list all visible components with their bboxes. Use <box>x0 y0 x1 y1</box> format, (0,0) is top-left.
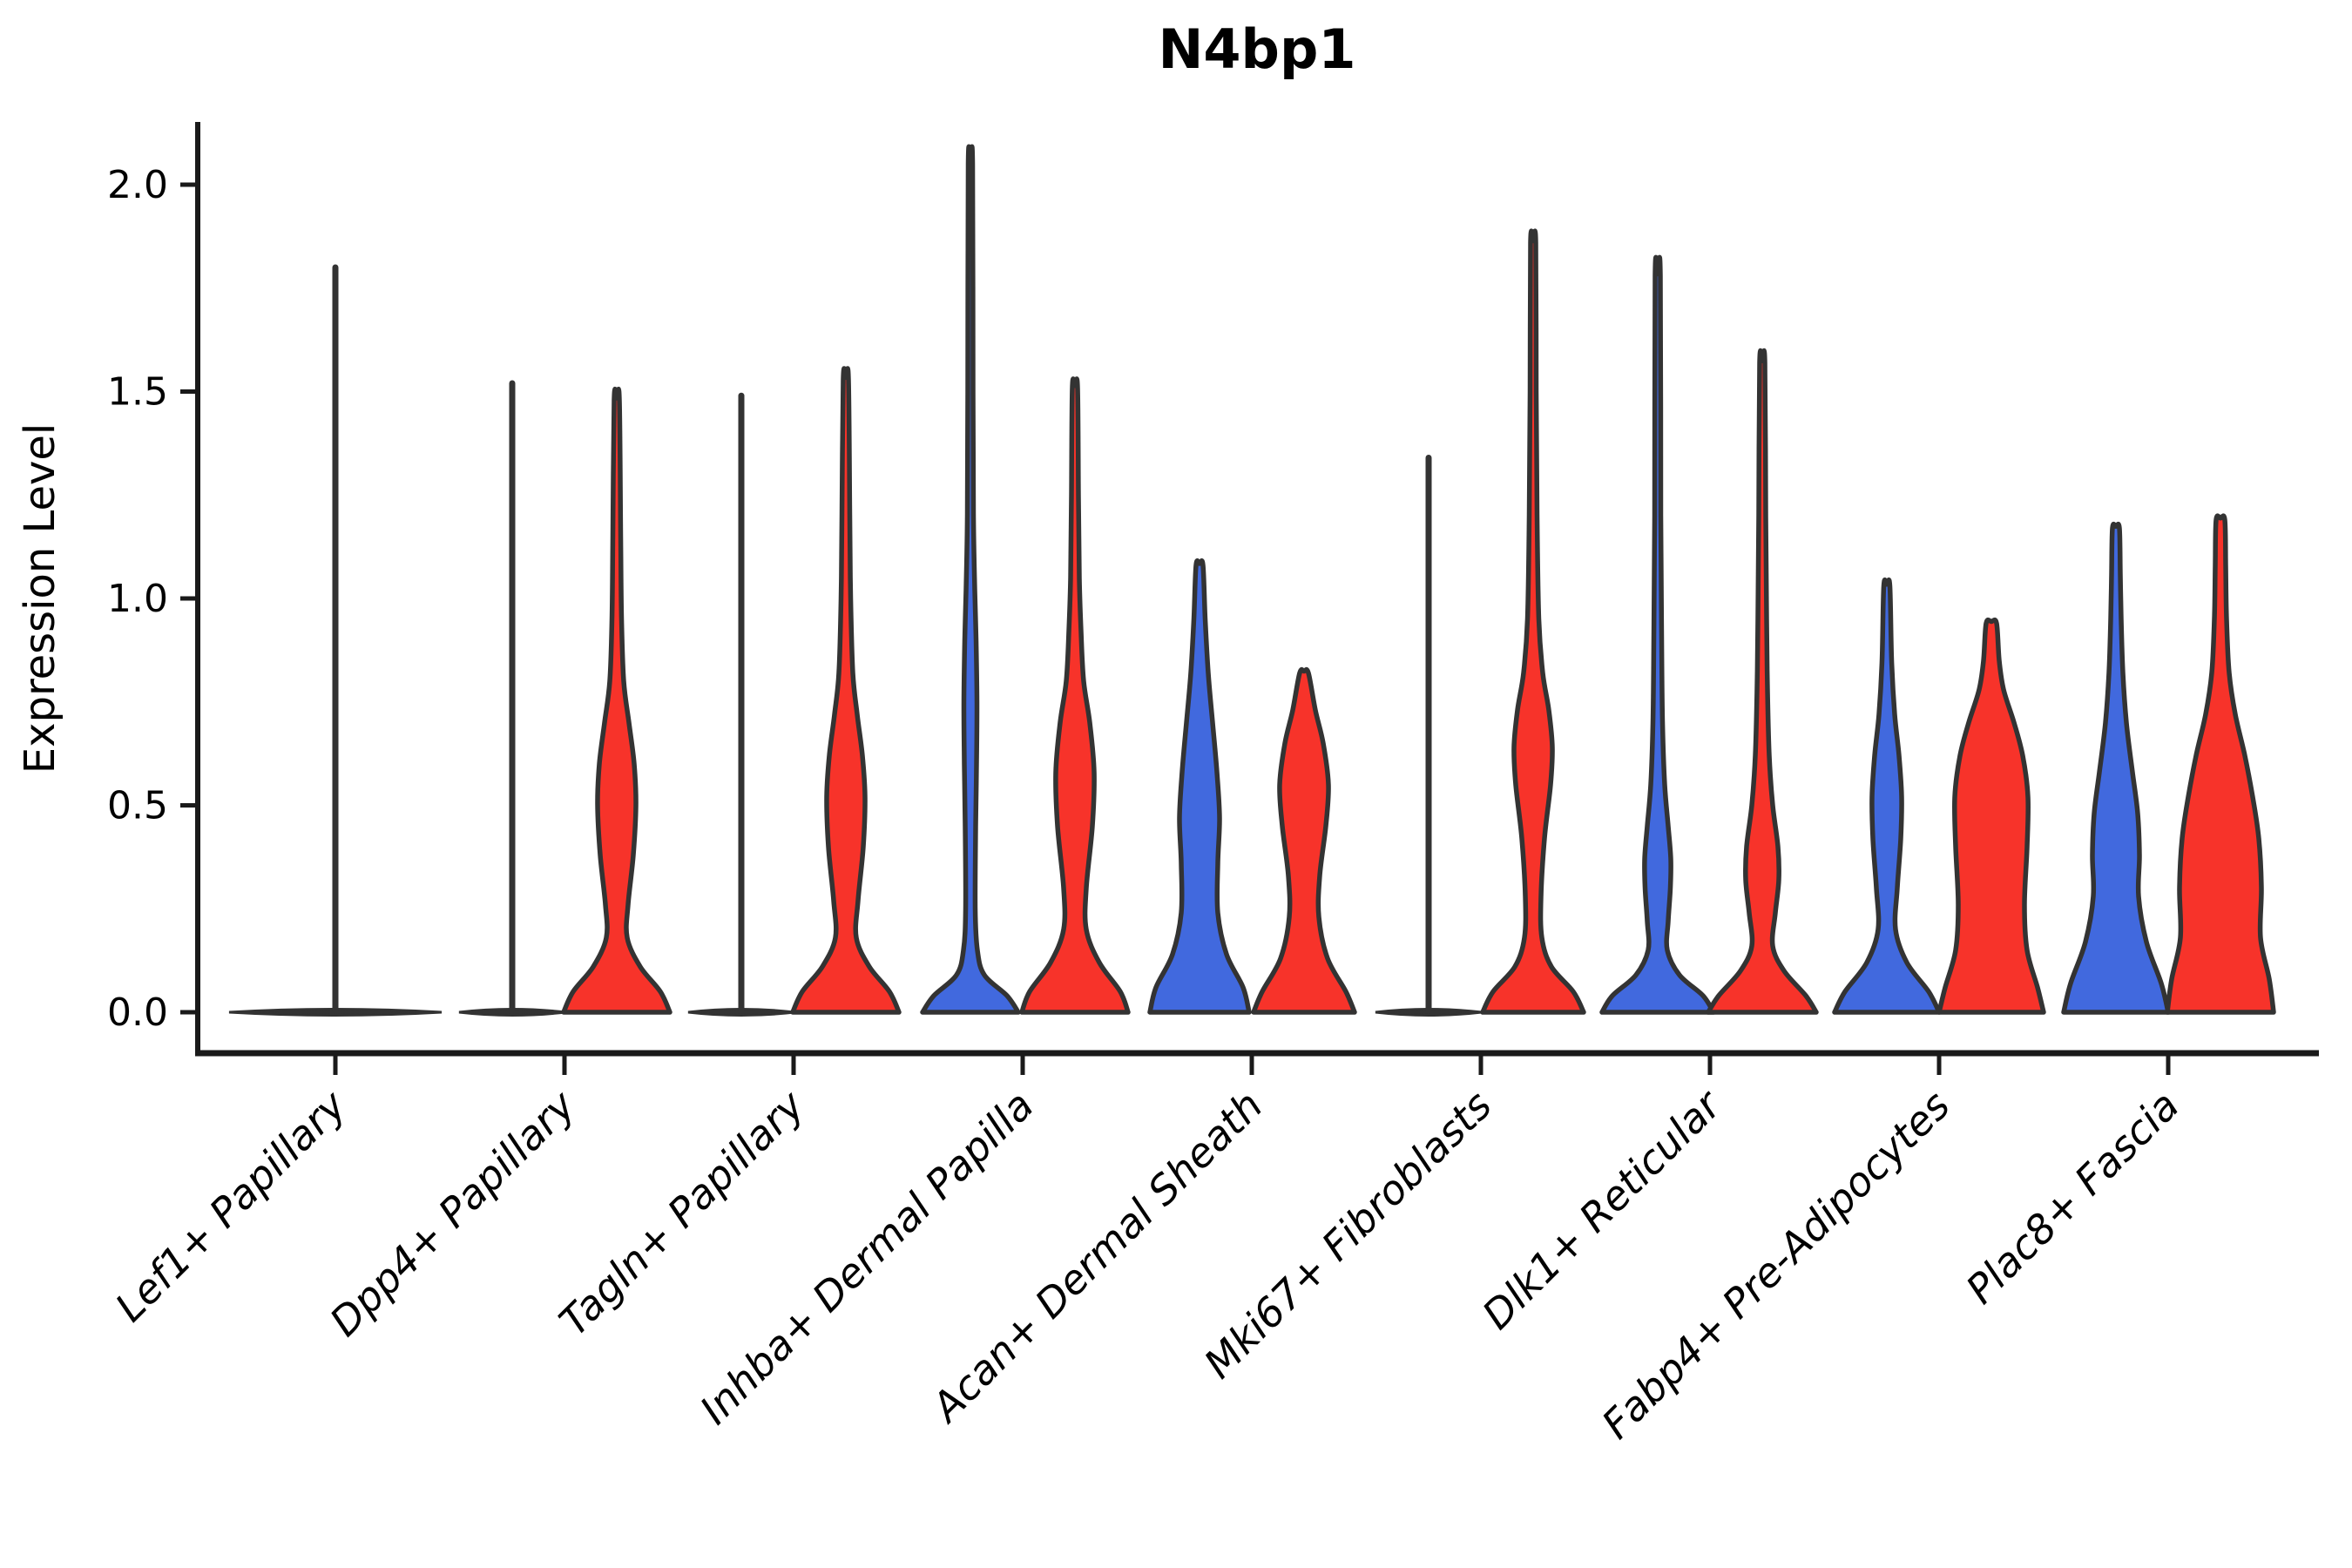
y-tick-label: 1.5 <box>107 370 168 415</box>
violin-blue-4 <box>920 144 1021 1015</box>
violin-red-5 <box>1251 666 1357 1015</box>
x-tick-label-9: Plac8+ Fascia <box>1957 1082 2187 1313</box>
x-tick-label-1: Lef1+ Papillary <box>106 1081 355 1330</box>
violin-red-2 <box>561 386 672 1015</box>
x-tick-label-2: Dpp4+ Papillary <box>321 1081 585 1345</box>
violin-red-7 <box>1706 348 1819 1015</box>
violin-red-6 <box>1480 228 1586 1015</box>
y-tick-label: 0.0 <box>107 990 168 1035</box>
violin-blue-5 <box>1147 558 1252 1015</box>
violin-blue-8 <box>1832 578 1942 1015</box>
y-tick-label: 2.0 <box>107 163 168 207</box>
y-tick-label: 0.5 <box>107 784 168 828</box>
violin-red-3 <box>790 366 902 1015</box>
x-tick-label-7: Dlk1+ Reticular <box>1473 1079 1732 1338</box>
violin-red-8 <box>1936 617 2046 1015</box>
violins-layer <box>228 144 2276 1017</box>
violin-red-4 <box>1019 376 1131 1015</box>
violin-red-9 <box>2165 513 2276 1015</box>
x-tick-label-3: Tagln+ Papillary <box>550 1081 814 1345</box>
y-axis-label: Expression Level <box>16 423 64 774</box>
violin-blue-7 <box>1599 254 1716 1015</box>
chart-title: N4bp1 <box>1159 17 1356 81</box>
violin-blue-9 <box>2061 521 2171 1015</box>
y-tick-label: 1.0 <box>107 577 168 621</box>
